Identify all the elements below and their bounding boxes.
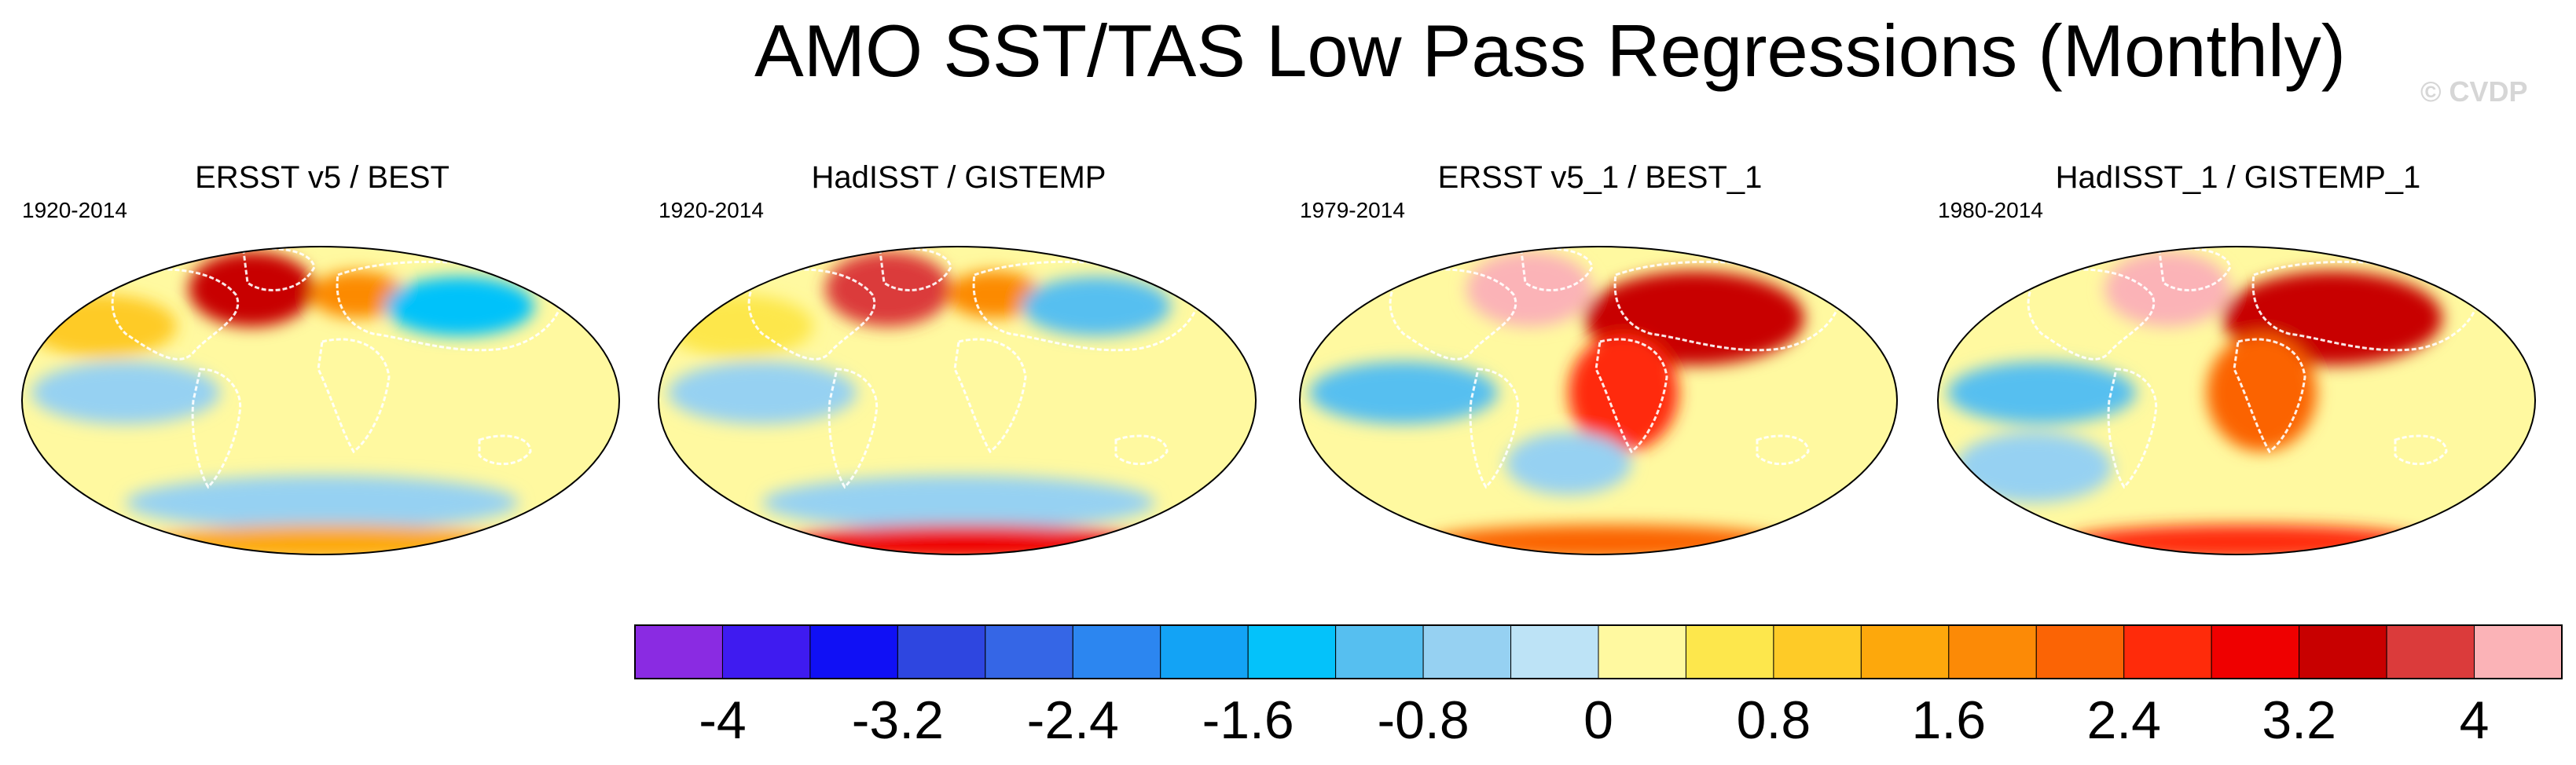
colorbar-swatch (897, 624, 986, 679)
panel-period: 1980-2014 (1938, 198, 2043, 222)
coastline (317, 338, 391, 454)
map-plot (21, 246, 620, 555)
colorbar-tick-label: -1.6 (1202, 690, 1294, 750)
coastline (2107, 368, 2158, 489)
coastline (478, 434, 532, 466)
colorbar-tick-label: 3.2 (2262, 690, 2336, 750)
colorbar-swatch (1860, 624, 1950, 679)
coastline (1594, 338, 1668, 454)
colorbar-swatch (1160, 624, 1249, 679)
colorbar-swatch (1335, 624, 1424, 679)
anomaly-region (1022, 276, 1171, 336)
colorbar-swatch (1247, 624, 1337, 679)
anomaly-region (126, 475, 519, 530)
colorbar-tick-label: -3.2 (852, 690, 944, 750)
coastline (827, 368, 879, 489)
anomaly-region (668, 361, 857, 424)
colorbar-tick-label: 2.4 (2086, 690, 2161, 750)
cvdp-watermark: © CVDP (2420, 75, 2528, 108)
map-outline (1299, 246, 1898, 555)
anomaly-region (1947, 361, 2136, 424)
anomaly-region (947, 271, 1041, 318)
colorbar-swatch (2123, 624, 2212, 679)
colorbar-swatch (1773, 624, 1862, 679)
coastline (2394, 434, 2448, 466)
coastline (747, 268, 876, 361)
coastline (111, 268, 240, 361)
colorbar-swatch (1072, 624, 1161, 679)
panel-title: ERSST v5_1 / BEST_1 (1437, 160, 1763, 195)
panel-title: HadISST_1 / GISTEMP_1 (2055, 160, 2421, 195)
coastline (1469, 368, 1520, 489)
anomaly-region (31, 361, 220, 424)
anomaly-region (1955, 432, 2112, 503)
coastline (1114, 434, 1169, 466)
colorbar-swatch (1598, 624, 1686, 679)
colorbar-swatch (2299, 624, 2387, 679)
coastline (1613, 260, 1841, 352)
colorbar-tick-label: 0.8 (1737, 690, 1811, 750)
colorbar-tick-label: 4 (2460, 690, 2490, 750)
panel-period: 1979-2014 (1300, 198, 1405, 222)
panel-title: HadISST / GISTEMP (811, 160, 1106, 195)
map-plot (1937, 246, 2536, 555)
colorbar-swatch (1685, 624, 1774, 679)
panel-period: 1920-2014 (22, 198, 127, 222)
coastline (2233, 338, 2306, 454)
map-plot (658, 246, 1257, 555)
map-panel-2: HadISST / GISTEMP 1920-2014 (644, 157, 1273, 597)
map-outline (21, 246, 620, 555)
colorbar-swatch (1422, 624, 1512, 679)
anomaly-region (385, 276, 534, 336)
anomaly-region (762, 475, 1155, 530)
coastline (2251, 260, 2479, 352)
anomaly-region (1309, 361, 1498, 424)
coastline (1389, 268, 1517, 361)
colorbar-swatch (1510, 624, 1599, 679)
colorbar-swatch (721, 624, 811, 679)
map-plot (1299, 246, 1898, 555)
anomaly-region (1506, 432, 1631, 495)
colorbar-swatch (985, 624, 1073, 679)
colorbar-tick-label: 1.6 (1912, 690, 1987, 750)
colorbar-tick-label: 0 (1583, 690, 1613, 750)
anomaly-region (1466, 251, 1592, 327)
map-panel-3: ERSST v5_1 / BEST_1 1979-2014 (1286, 157, 1914, 597)
colorbar-tick-label: -2.4 (1027, 690, 1119, 750)
map-outline (658, 246, 1257, 555)
panel-title: ERSST v5 / BEST (195, 160, 450, 195)
colorbar-swatch (2211, 624, 2300, 679)
coastline (953, 338, 1027, 454)
anomaly-region (189, 251, 314, 327)
colorbar-swatch (2474, 624, 2563, 679)
figure-title: AMO SST/TAS Low Pass Regressions (Monthl… (754, 9, 2347, 92)
coastline (1756, 434, 1810, 466)
anomaly-region (2104, 251, 2230, 327)
colorbar-frame (634, 624, 2563, 679)
colorbar-swatch (1948, 624, 2037, 679)
colorbar-swatch (634, 624, 723, 679)
map-panel-4: HadISST_1 / GISTEMP_1 1980-2014 (1924, 157, 2552, 597)
anomaly-region (310, 271, 405, 318)
colorbar-swatch (2035, 624, 2125, 679)
coastline (191, 368, 242, 489)
map-panel-1: ERSST v5 / BEST 1920-2014 (8, 157, 637, 597)
colorbar-tick-label: -0.8 (1377, 690, 1469, 750)
colorbar-tick-label: -4 (699, 690, 746, 750)
colorbar-swatch (809, 624, 898, 679)
colorbar-swatch (2386, 624, 2475, 679)
coastline (972, 260, 1200, 352)
coastline (2027, 268, 2156, 361)
panel-period: 1920-2014 (659, 198, 764, 222)
anomaly-region (825, 251, 951, 327)
map-outline (1937, 246, 2536, 555)
coastline (336, 260, 563, 352)
